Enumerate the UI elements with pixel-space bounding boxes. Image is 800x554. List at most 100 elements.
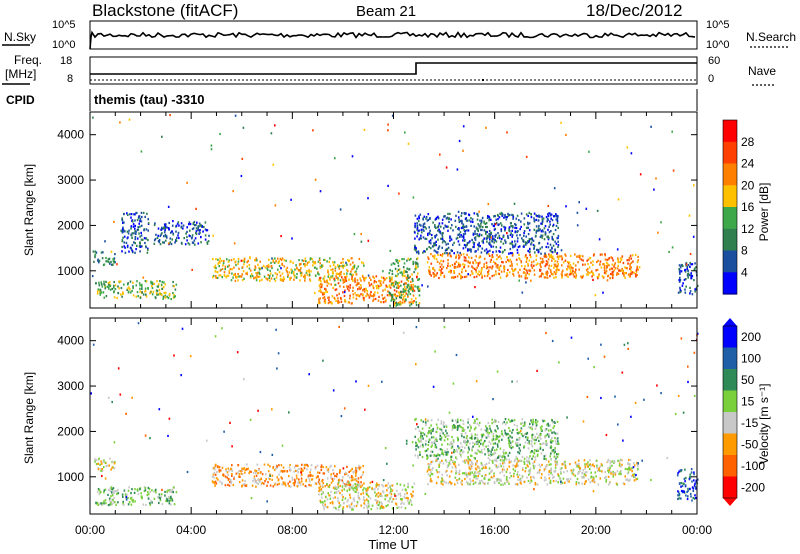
echo-pixel bbox=[176, 236, 178, 239]
echo-pixel bbox=[134, 230, 136, 233]
echo-pixel bbox=[300, 480, 303, 483]
echo-pixel bbox=[396, 482, 398, 485]
echo-pixel bbox=[450, 249, 453, 252]
echo-pixel bbox=[520, 212, 523, 215]
echo-pixel bbox=[508, 213, 511, 217]
echo-pixel bbox=[492, 446, 494, 449]
echo-pixel bbox=[417, 252, 420, 255]
echo-pixel bbox=[496, 258, 498, 261]
echo-pixel bbox=[423, 250, 425, 253]
echo-pixel bbox=[412, 279, 414, 283]
echo-pixel bbox=[214, 484, 216, 487]
echo-pixel bbox=[534, 435, 536, 438]
echo-pixel bbox=[546, 433, 549, 436]
echo-pixel bbox=[576, 477, 579, 481]
echo-pixel bbox=[464, 461, 466, 464]
echo-pixel bbox=[455, 472, 457, 475]
echo-pixel bbox=[168, 502, 171, 505]
cpid-label: CPID bbox=[6, 93, 35, 107]
echo-pixel bbox=[514, 223, 516, 226]
echo-pixel bbox=[590, 465, 592, 468]
echo-pixel bbox=[373, 293, 375, 296]
echo-pixel bbox=[630, 152, 633, 155]
echo-pixel bbox=[453, 424, 455, 427]
echo-pixel bbox=[412, 286, 414, 289]
echo-pixel bbox=[94, 253, 97, 256]
echo-pixel bbox=[428, 429, 431, 433]
echo-pixel bbox=[538, 215, 541, 218]
echo-pixel bbox=[343, 272, 345, 275]
echo-pixel bbox=[339, 504, 342, 507]
echo-pixel bbox=[382, 485, 384, 488]
echo-pixel bbox=[547, 246, 550, 249]
echo-pixel bbox=[346, 269, 348, 272]
echo-pixel bbox=[541, 221, 544, 224]
echo-pixel bbox=[473, 421, 475, 424]
echo-pixel bbox=[477, 438, 479, 441]
echo-pixel bbox=[564, 460, 566, 463]
echo-pixel bbox=[632, 474, 634, 477]
echo-pixel bbox=[461, 268, 463, 271]
echo-pixel bbox=[286, 271, 289, 274]
echo-pixel bbox=[171, 488, 174, 491]
echo-pixel bbox=[450, 482, 452, 485]
echo-pixel bbox=[456, 428, 459, 431]
echo-pixel bbox=[168, 221, 170, 225]
echo-pixel bbox=[552, 476, 554, 479]
echo-pixel bbox=[128, 486, 130, 489]
echo-pixel bbox=[471, 449, 473, 452]
echo-pixel bbox=[362, 498, 365, 501]
echo-pixel bbox=[338, 501, 340, 504]
echo-pixel bbox=[373, 281, 375, 284]
echo-pixel bbox=[139, 245, 142, 248]
echo-pixel bbox=[469, 454, 472, 457]
echo-pixel bbox=[605, 267, 608, 270]
echo-pixel bbox=[226, 274, 228, 277]
echo-pixel bbox=[473, 481, 476, 484]
echo-pixel bbox=[157, 234, 159, 237]
echo-pixel bbox=[540, 433, 542, 436]
echo-pixel bbox=[439, 427, 441, 431]
echo-pixel bbox=[387, 129, 389, 132]
echo-pixel bbox=[441, 218, 444, 221]
echo-pixel bbox=[242, 259, 244, 262]
echo-pixel bbox=[625, 272, 627, 275]
echo-pixel bbox=[587, 273, 589, 276]
echo-pixel bbox=[492, 255, 494, 259]
echo-pixel bbox=[142, 293, 145, 296]
echo-pixel bbox=[328, 484, 331, 487]
echo-pixel bbox=[367, 274, 370, 277]
echo-pixel bbox=[413, 289, 416, 292]
echo-pixel bbox=[131, 499, 133, 502]
echo-pixel bbox=[239, 475, 241, 478]
echo-pixel bbox=[322, 472, 325, 475]
echo-pixel bbox=[493, 480, 496, 484]
echo-pixel bbox=[365, 295, 367, 298]
echo-pixel bbox=[457, 439, 459, 442]
echo-pixel bbox=[368, 486, 371, 489]
echo-pixel bbox=[523, 230, 526, 233]
echo-pixel bbox=[550, 270, 552, 274]
echo-pixel bbox=[459, 263, 462, 267]
echo-pixel bbox=[454, 450, 456, 453]
echo-pixel bbox=[306, 263, 308, 266]
echo-pixel bbox=[524, 265, 526, 268]
echo-pixel bbox=[458, 472, 461, 476]
echo-pixel bbox=[164, 235, 167, 238]
echo-pixel bbox=[545, 434, 548, 437]
echo-pixel bbox=[127, 236, 129, 239]
echo-pixel bbox=[399, 284, 402, 287]
echo-pixel bbox=[274, 483, 276, 486]
echo-pixel bbox=[491, 265, 494, 268]
echo-pixel bbox=[376, 291, 379, 294]
echo-pixel bbox=[213, 266, 216, 269]
echo-pixel bbox=[167, 205, 170, 208]
echo-pixel bbox=[282, 481, 285, 484]
echo-pixel bbox=[507, 258, 509, 262]
echo-pixel bbox=[241, 473, 244, 476]
echo-pixel bbox=[585, 480, 587, 483]
echo-pixel bbox=[625, 478, 627, 481]
echo-pixel bbox=[254, 266, 257, 269]
echo-pixel bbox=[418, 223, 421, 226]
echo-pixel bbox=[637, 259, 639, 262]
